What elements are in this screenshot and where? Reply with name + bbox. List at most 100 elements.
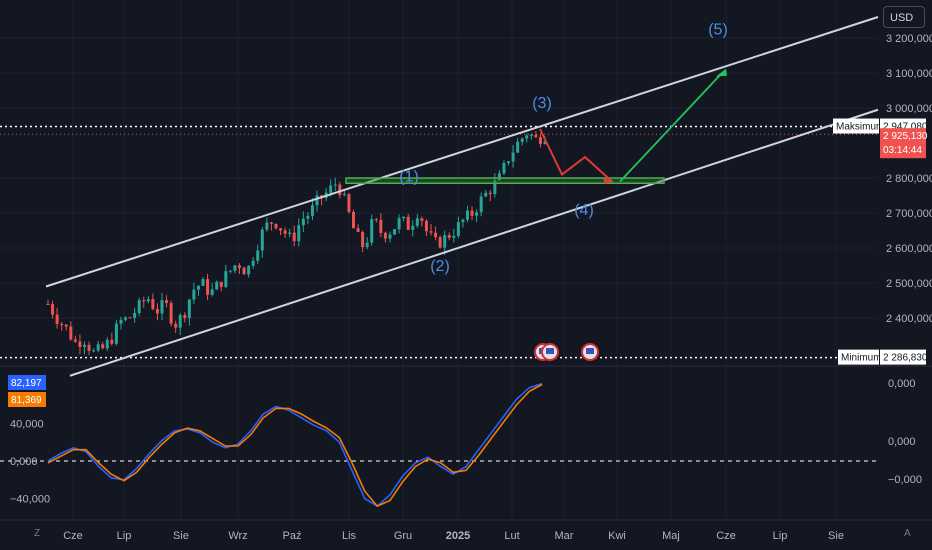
candle-body-105 xyxy=(525,135,529,139)
osc-left-tick-0: 40,000 xyxy=(10,418,44,430)
candle-body-25 xyxy=(160,300,164,314)
candle-body-58 xyxy=(310,205,314,216)
candle-body-39 xyxy=(224,271,228,288)
time-tick-13: Lip xyxy=(773,530,788,542)
candle-body-86 xyxy=(438,237,442,248)
candle-body-65 xyxy=(342,194,346,196)
candle-body-47 xyxy=(260,229,264,251)
candle-body-43 xyxy=(242,267,246,275)
candle-body-98 xyxy=(493,180,497,195)
wave-label-5: (5) xyxy=(708,22,728,39)
candle-body-73 xyxy=(379,220,383,233)
candle-body-0 xyxy=(46,304,50,305)
drawings[interactable]: (1) (2) (3) (4) (5) xyxy=(45,16,879,377)
osc-series-1 xyxy=(47,383,543,508)
candle-body-107 xyxy=(534,134,538,138)
candle-body-48 xyxy=(265,222,269,230)
candle-body-81 xyxy=(415,218,419,226)
candle-body-106 xyxy=(529,134,533,136)
candle-body-18 xyxy=(128,317,132,319)
candle-body-44 xyxy=(247,265,251,275)
candle-body-56 xyxy=(301,218,305,226)
candle-body-109 xyxy=(543,141,547,144)
candle-body-30 xyxy=(183,315,187,319)
candle-body-57 xyxy=(306,215,310,219)
osc-series-0 xyxy=(47,382,543,508)
candle-body-80 xyxy=(411,225,415,230)
price-tick-5: 2 600,000 xyxy=(886,243,932,255)
candle-body-82 xyxy=(420,218,424,221)
candle-body-76 xyxy=(393,229,397,235)
candle-body-72 xyxy=(374,219,378,221)
osc-left-tick-2: −40,000 xyxy=(10,494,50,506)
osc-left-tick-1: 0,000 xyxy=(10,456,38,468)
candle-body-8 xyxy=(82,344,86,347)
price-tick-6: 2 500,000 xyxy=(886,278,932,290)
timezone-corner[interactable]: Z xyxy=(34,528,41,539)
candle-body-85 xyxy=(434,232,438,238)
candle-body-31 xyxy=(187,299,191,319)
price-tick-2: 3 000,000 xyxy=(886,103,932,115)
candle-body-95 xyxy=(479,196,483,213)
candle-body-17 xyxy=(124,317,128,320)
price-tick-0: 3 200,000 xyxy=(886,33,932,45)
time-tick-14: Sie xyxy=(828,530,844,542)
candle-body-15 xyxy=(114,323,118,344)
projection-arrowhead xyxy=(603,178,614,184)
wave-label-1: (1) xyxy=(399,169,419,186)
candle-body-71 xyxy=(370,219,374,243)
candle-body-33 xyxy=(196,285,200,290)
candle-body-16 xyxy=(119,319,123,324)
candle-body-14 xyxy=(110,339,114,344)
time-tick-10: Kwi xyxy=(608,530,626,542)
wave-label-3: (3) xyxy=(532,95,552,112)
candle-body-2 xyxy=(55,314,59,324)
candle-body-67 xyxy=(351,212,355,229)
event-flag-mark-2 xyxy=(586,348,594,354)
candle-body-3 xyxy=(60,323,64,325)
candle-body-68 xyxy=(356,228,360,232)
time-tick-1: Lip xyxy=(117,530,132,542)
candle-body-51 xyxy=(279,228,283,231)
price-tick-1: 3 100,000 xyxy=(886,68,932,80)
candle-body-32 xyxy=(192,289,196,300)
osc-orange-value: 81,369 xyxy=(11,395,42,406)
current-price-box xyxy=(880,128,926,159)
candle-body-53 xyxy=(288,232,292,234)
countdown: 03:14:44 xyxy=(883,145,922,156)
candle-body-96 xyxy=(484,192,488,197)
candle-body-22 xyxy=(146,299,150,302)
candle-body-78 xyxy=(402,216,406,219)
target-arrowhead xyxy=(716,68,727,77)
candle-body-93 xyxy=(470,210,474,216)
time-tick-5: Lis xyxy=(342,530,357,542)
candle-body-69 xyxy=(361,231,365,247)
candle-body-88 xyxy=(447,235,451,238)
candle-body-104 xyxy=(520,138,524,142)
candle-body-23 xyxy=(151,299,155,310)
max-label: Maksimum xyxy=(836,122,884,133)
time-tick-4: Paź xyxy=(283,530,302,542)
time-tick-8: Lut xyxy=(504,530,519,542)
price-tick-7: 2 400,000 xyxy=(886,313,932,325)
time-tick-12: Cze xyxy=(716,530,736,542)
candle-body-35 xyxy=(206,279,210,295)
target-arrow xyxy=(619,72,723,183)
candle-body-27 xyxy=(169,303,173,324)
auto-scale-corner[interactable]: A xyxy=(904,528,911,539)
currency-button[interactable]: USD xyxy=(883,6,925,28)
candle-body-41 xyxy=(233,265,237,271)
osc-right-tick-1: 0,000 xyxy=(888,436,916,448)
candle-body-70 xyxy=(365,242,369,247)
wave-label-4: (4) xyxy=(574,202,594,219)
candle-body-6 xyxy=(73,339,77,342)
time-tick-2: Sie xyxy=(173,530,189,542)
candle-body-50 xyxy=(274,223,278,229)
osc-right-tick-2: −0,000 xyxy=(888,474,922,486)
candle-body-36 xyxy=(210,289,214,295)
candle-body-108 xyxy=(538,137,542,144)
candle-body-21 xyxy=(142,300,146,302)
candle-body-84 xyxy=(429,231,433,233)
